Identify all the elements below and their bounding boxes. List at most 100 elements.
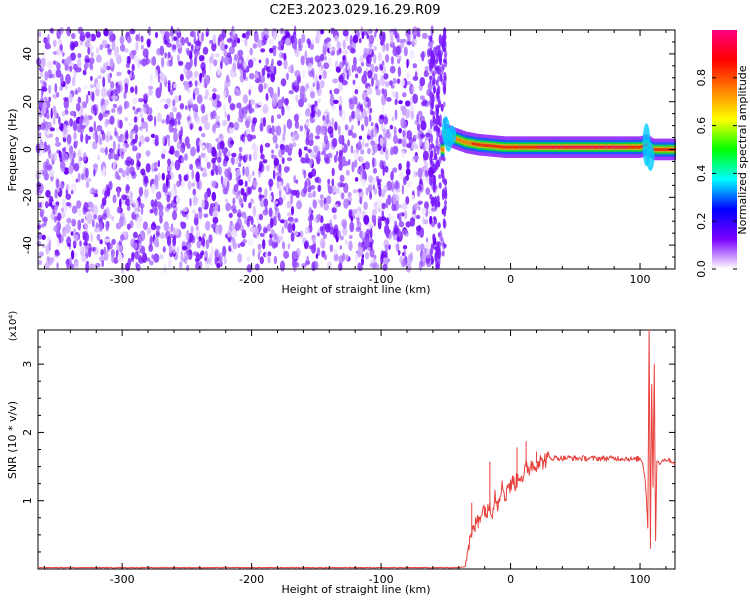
signal-cell (573, 145, 575, 149)
heatmap-cell (361, 124, 365, 132)
signal-cell (526, 145, 529, 149)
heatmap-cell (170, 199, 177, 209)
signal-cell (589, 145, 592, 149)
heatmap-cell (222, 245, 227, 257)
heatmap-cell (311, 244, 316, 254)
heatmap-cell (321, 250, 326, 255)
heatmap-cell (339, 174, 345, 183)
heatmap-cell (139, 107, 144, 119)
heatmap-cell (63, 230, 68, 238)
heatmap-cell (354, 177, 359, 182)
heatmap-cell (357, 262, 362, 271)
y-tick-label: 3 (21, 361, 34, 368)
heatmap-cell (134, 250, 139, 260)
heatmap-cell (276, 114, 282, 119)
heatmap-cell (312, 82, 316, 88)
heatmap-cell (425, 187, 431, 196)
heatmap-cell (262, 239, 266, 250)
heatmap-cell (312, 145, 319, 153)
heatmap-cell (439, 73, 443, 82)
heatmap-cell (355, 73, 359, 79)
signal-cell (632, 145, 634, 149)
heatmap-cell (388, 244, 391, 250)
signal-cell (663, 148, 666, 151)
heatmap-cell (252, 248, 255, 257)
heatmap-cell (265, 82, 269, 89)
signal-cell (550, 145, 552, 149)
heatmap-cell (225, 198, 229, 204)
signal-cell (547, 145, 549, 149)
heatmap-cell (109, 115, 115, 125)
signal-cell (561, 145, 564, 149)
heatmap-cell (195, 162, 202, 170)
heatmap-cell (111, 108, 116, 113)
signal-cell (508, 145, 510, 149)
heatmap-cell (186, 142, 190, 150)
heatmap-cell (313, 217, 318, 222)
signal-cell (617, 145, 619, 149)
heatmap-cell (350, 145, 354, 154)
heatmap-cell (167, 180, 171, 189)
heatmap-cell (192, 195, 198, 206)
signal-cell (506, 145, 509, 149)
heatmap-cell (203, 213, 209, 218)
heatmap-cell (244, 120, 250, 125)
signal-cell (615, 145, 617, 149)
heatmap-cell (338, 149, 344, 156)
heatmap-cell (372, 167, 378, 174)
heatmap-cell (281, 105, 285, 116)
signal-cell (533, 145, 535, 149)
heatmap-cell (243, 192, 247, 203)
signal-cell (545, 145, 547, 149)
heatmap-cell (424, 161, 429, 167)
heatmap-cell (323, 203, 329, 211)
heatmap-cell (285, 105, 291, 111)
heatmap-cell (443, 219, 447, 229)
heatmap-cell (38, 31, 42, 38)
heatmap-cell (227, 94, 232, 104)
heatmap-cell (87, 90, 91, 96)
heatmap-cell (85, 94, 89, 104)
heatmap-cell (135, 34, 139, 42)
heatmap-cell (247, 238, 254, 247)
signal-cell (464, 140, 467, 144)
bottom-x-axis-label: Height of straight line (km) (281, 583, 430, 596)
heatmap-cell (422, 99, 428, 106)
heatmap-cell (319, 194, 324, 200)
heatmap-cell (90, 233, 93, 242)
heatmap-cell (381, 202, 386, 210)
signal-cell (593, 145, 596, 149)
heatmap-cell (292, 251, 299, 260)
heatmap-cell (309, 43, 314, 50)
heatmap-cell (254, 78, 261, 84)
heatmap-cell (380, 216, 387, 222)
heatmap-cell (367, 135, 372, 140)
heatmap-cell (158, 209, 164, 218)
heatmap-cell (201, 76, 205, 88)
heatmap-cell (141, 252, 148, 263)
y-multiplier-label: (x10⁴) (8, 311, 19, 342)
heatmap-cell (329, 244, 334, 253)
heatmap-cell (403, 176, 407, 186)
heatmap-cell (76, 124, 81, 133)
heatmap-cell (209, 203, 216, 208)
heatmap-cell (270, 73, 276, 83)
heatmap-cell (314, 135, 320, 140)
heatmap-cell (393, 28, 397, 36)
heatmap-cell (361, 74, 368, 85)
heatmap-cell (171, 106, 177, 113)
signal-cell (552, 145, 554, 149)
heatmap-cell (121, 170, 127, 178)
heatmap-cell (429, 174, 433, 187)
heatmap-cell (238, 146, 243, 153)
heatmap-cell (38, 132, 42, 138)
heatmap-cell (403, 210, 408, 220)
heatmap-cell (205, 89, 209, 97)
heatmap-cell (338, 255, 344, 265)
signal-cell (634, 145, 636, 149)
heatmap-cell (273, 233, 278, 241)
signal-cell (566, 145, 568, 149)
heatmap-cell (291, 189, 298, 196)
heatmap-cell (304, 50, 308, 61)
heatmap-cell (151, 162, 155, 173)
